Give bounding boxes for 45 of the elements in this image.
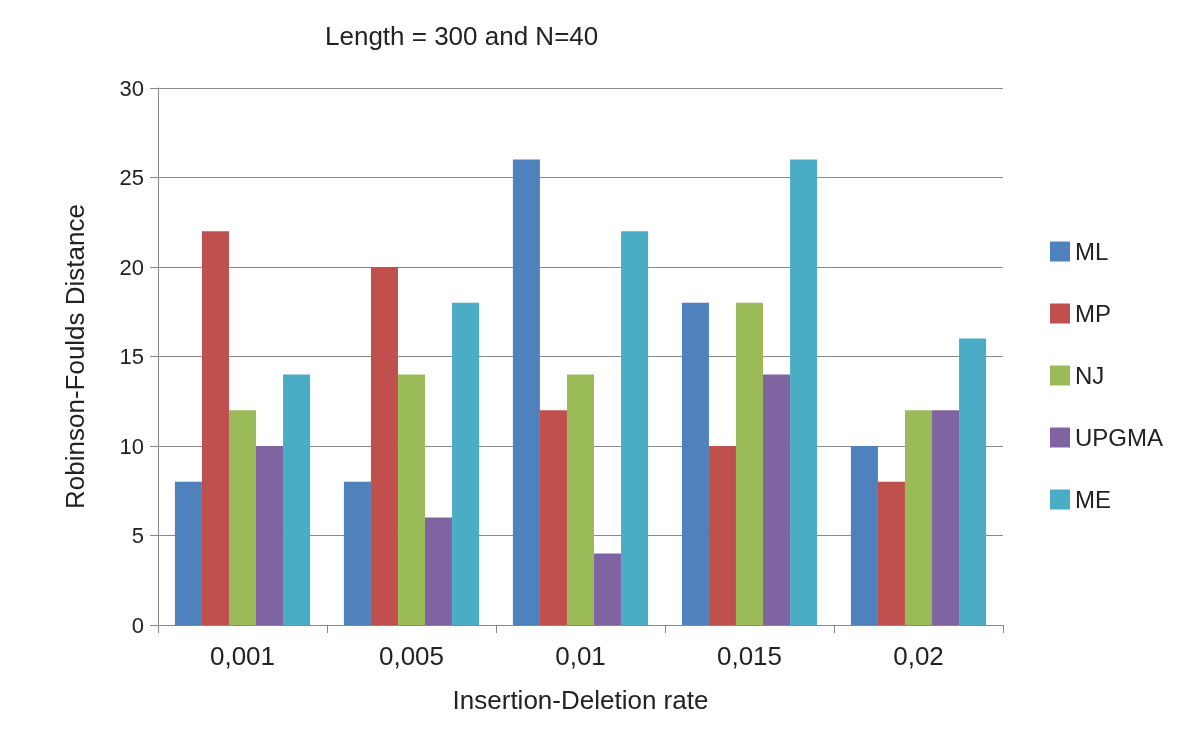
bar [283,374,311,625]
x-tick-label: 0,02 [893,641,944,671]
bar [681,302,709,625]
legend-label: MP [1074,300,1111,327]
y-tick-label: 20 [119,254,144,280]
bar [566,374,595,625]
x-tick-label: 0,015 [716,641,783,671]
bar [877,481,905,625]
legend-label: ME [1074,486,1111,513]
bar [397,374,426,625]
bar [959,338,987,625]
bar [850,446,878,625]
bar [708,446,736,625]
bar [790,159,818,625]
bar [621,231,649,625]
x-tick-label: 0,01 [555,641,606,671]
bar [370,267,398,625]
x-axis-title: Insertion-Deletion rate [452,685,709,715]
y-tick-label: 10 [119,433,144,459]
bar [763,374,791,625]
y-axis-title: Robinson-Foulds Distance [60,204,90,509]
y-tick-label: 5 [131,523,144,548]
y-tick-label: 30 [119,75,144,101]
x-tick-label: 0,005 [378,641,445,671]
bar [201,231,229,625]
bar [343,481,371,625]
bar [539,410,567,625]
bar [425,517,453,625]
bar [594,553,622,625]
bar [174,481,202,625]
legend-label: ML [1074,238,1109,265]
legend-label: NJ [1074,362,1105,389]
legend-label: UPGMA [1074,424,1164,451]
chart-title: Length = 300 and N=40 [325,21,599,51]
x-tick-label: 0,001 [209,641,276,671]
bar [256,446,284,625]
bar [228,410,257,625]
bar [512,159,540,625]
bar [932,410,960,625]
y-tick-label: 0 [131,612,144,638]
bar [735,302,764,625]
y-tick-label: 15 [119,344,144,369]
y-tick-label: 25 [119,165,144,190]
bar [904,410,933,625]
bar [452,302,480,625]
